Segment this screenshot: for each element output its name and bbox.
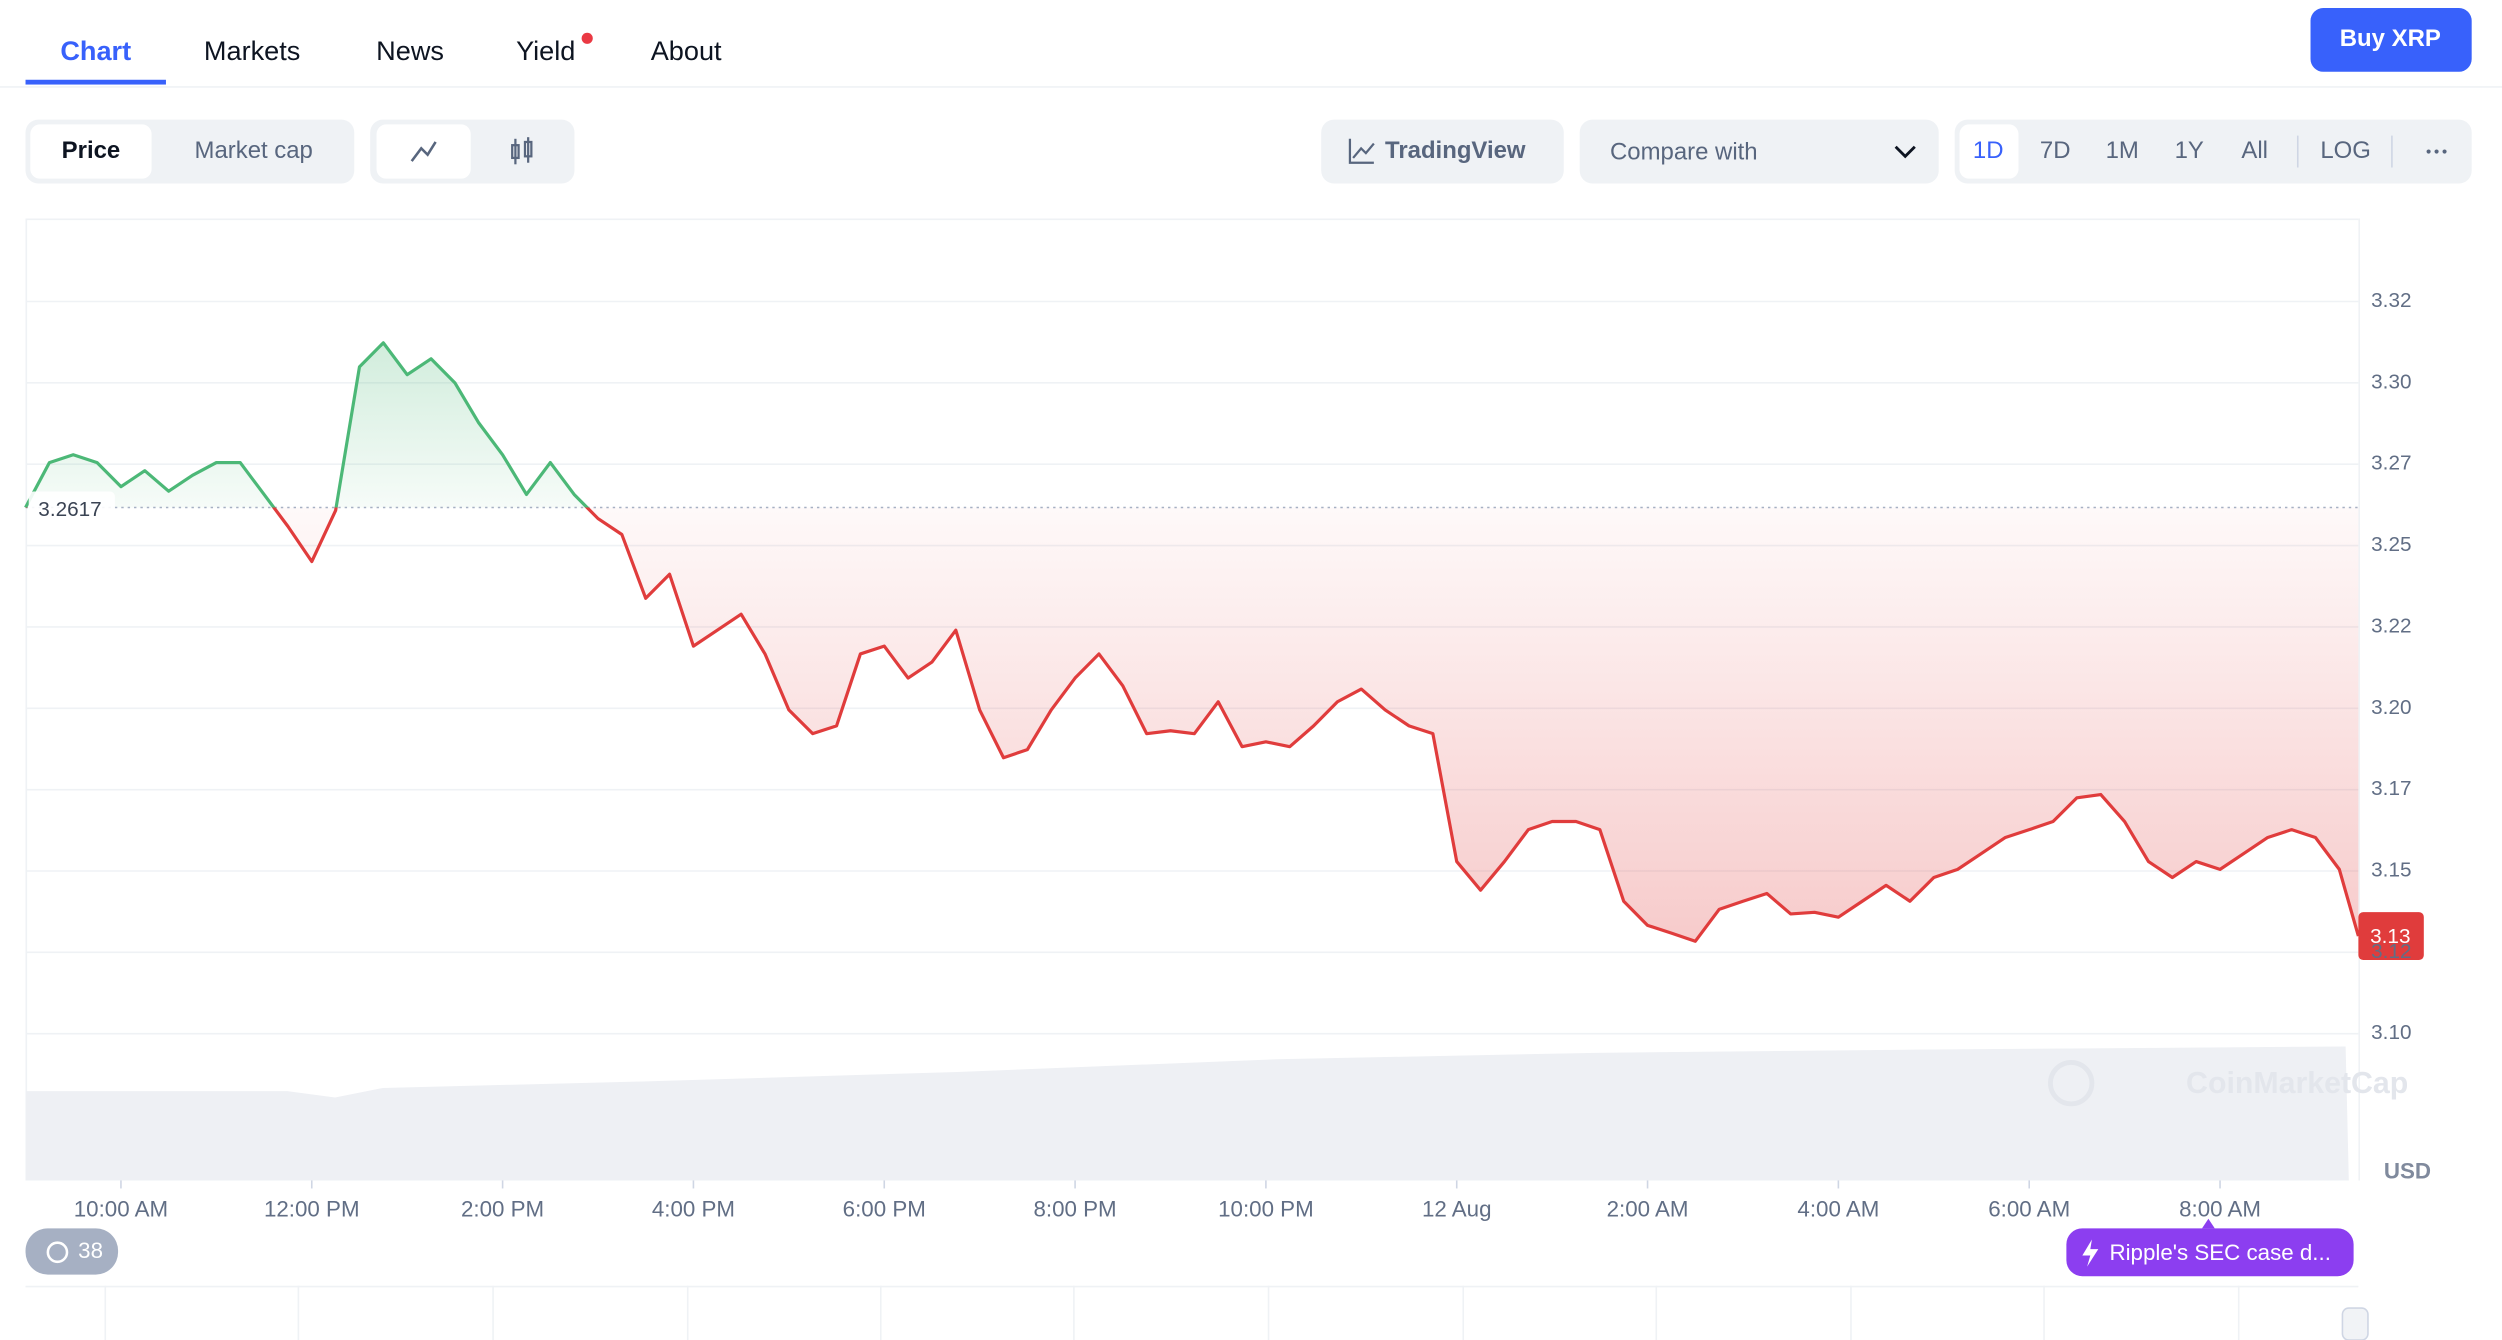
x-tick-label: 4:00 AM bbox=[1797, 1197, 1879, 1222]
baseline-label-bg bbox=[28, 491, 115, 524]
line-icon bbox=[410, 141, 437, 162]
range-option[interactable]: All bbox=[2241, 137, 2268, 164]
tab[interactable]: Yield bbox=[516, 35, 575, 66]
y-tick-label: 3.32 bbox=[2371, 289, 2411, 312]
range-option[interactable]: 1M bbox=[2106, 137, 2139, 164]
x-tick-label: 12:00 PM bbox=[264, 1197, 360, 1222]
baseline-label: 3.2617 bbox=[38, 498, 101, 521]
history-icon bbox=[46, 1241, 69, 1264]
news-pill[interactable] bbox=[2066, 1228, 2354, 1277]
notification-dot bbox=[581, 32, 593, 44]
price-area bbox=[25, 342, 2359, 942]
watermark-logo bbox=[2048, 1060, 2095, 1107]
current-price-box bbox=[2358, 912, 2424, 961]
compare-label: Compare with bbox=[1610, 138, 1758, 165]
buy-button[interactable] bbox=[2310, 7, 2472, 72]
x-tick-label: 2:00 AM bbox=[1607, 1197, 1689, 1222]
volume-area bbox=[25, 1046, 2349, 1181]
y-tick-label: 3.25 bbox=[2371, 533, 2411, 556]
watermark: CoinMarketCap bbox=[2186, 1067, 2408, 1100]
news-pointer bbox=[2202, 1218, 2215, 1229]
x-tick-label: 8:00 PM bbox=[1033, 1197, 1116, 1222]
y-tick-label: 3.10 bbox=[2371, 1021, 2411, 1044]
dropdown-icon bbox=[1894, 145, 1916, 159]
x-tick-label: 10:00 PM bbox=[1218, 1197, 1314, 1222]
range-option[interactable]: 1Y bbox=[2175, 137, 2204, 164]
navigator-handle[interactable] bbox=[2341, 1307, 2369, 1340]
y-tick-label: 3.15 bbox=[2371, 858, 2411, 881]
tradingview-label: TradingView bbox=[1385, 137, 1526, 164]
more-button[interactable] bbox=[2426, 149, 2447, 154]
metric-active[interactable] bbox=[30, 124, 152, 179]
tab[interactable]: News bbox=[376, 35, 444, 66]
tv-icon bbox=[1348, 138, 1374, 164]
metric-option[interactable]: Market cap bbox=[195, 137, 313, 164]
tradingview-button[interactable] bbox=[1321, 119, 1564, 184]
y-tick-label: 3.22 bbox=[2371, 614, 2411, 637]
history-count: 38 bbox=[78, 1238, 103, 1263]
tv-icon bbox=[1352, 142, 1375, 159]
x-tick-label: 6:00 PM bbox=[843, 1197, 926, 1222]
buy-button-label: Buy XRP bbox=[2340, 25, 2441, 52]
active-tab-indicator bbox=[25, 79, 166, 85]
candle-icon[interactable] bbox=[511, 137, 533, 165]
history-pill[interactable] bbox=[25, 1228, 119, 1275]
current-price-label: 3.13 bbox=[2370, 925, 2410, 948]
y-tick-label: 3.12 bbox=[2371, 940, 2411, 963]
bolt-icon bbox=[2082, 1239, 2099, 1267]
range-active[interactable] bbox=[1959, 124, 2019, 179]
currency-label: USD bbox=[2384, 1158, 2431, 1183]
x-tick-label: 10:00 AM bbox=[74, 1197, 168, 1222]
y-tick-label: 3.27 bbox=[2371, 452, 2411, 475]
metric-option[interactable]: Price bbox=[62, 137, 121, 164]
y-tick-label: 3.30 bbox=[2371, 370, 2411, 393]
y-tick-label: 3.17 bbox=[2371, 777, 2411, 800]
tab[interactable]: Chart bbox=[60, 35, 131, 66]
plot: 3.2617 3.13 bbox=[24, 341, 2424, 961]
range-option[interactable]: 1D bbox=[1973, 137, 2004, 164]
compare-select[interactable] bbox=[1579, 119, 1939, 184]
range-toggle bbox=[1954, 119, 2472, 184]
x-tick-label: 4:00 PM bbox=[652, 1197, 735, 1222]
tab[interactable]: About bbox=[651, 35, 722, 66]
x-tick-label: 6:00 AM bbox=[1988, 1197, 2070, 1222]
x-tick-label: 8:00 AM bbox=[2179, 1197, 2261, 1222]
range-option[interactable]: 7D bbox=[2040, 137, 2071, 164]
x-tick-label: 12 Aug bbox=[1422, 1197, 1492, 1222]
news-text: Ripple's SEC case d... bbox=[2109, 1240, 2330, 1265]
price-line bbox=[24, 341, 2360, 943]
tab[interactable]: Markets bbox=[204, 35, 300, 66]
navigator-ticks bbox=[104, 1285, 2240, 1340]
range-option[interactable]: LOG bbox=[2320, 137, 2371, 164]
y-tick-label: 3.20 bbox=[2371, 696, 2411, 719]
x-tick-label: 2:00 PM bbox=[461, 1197, 544, 1222]
